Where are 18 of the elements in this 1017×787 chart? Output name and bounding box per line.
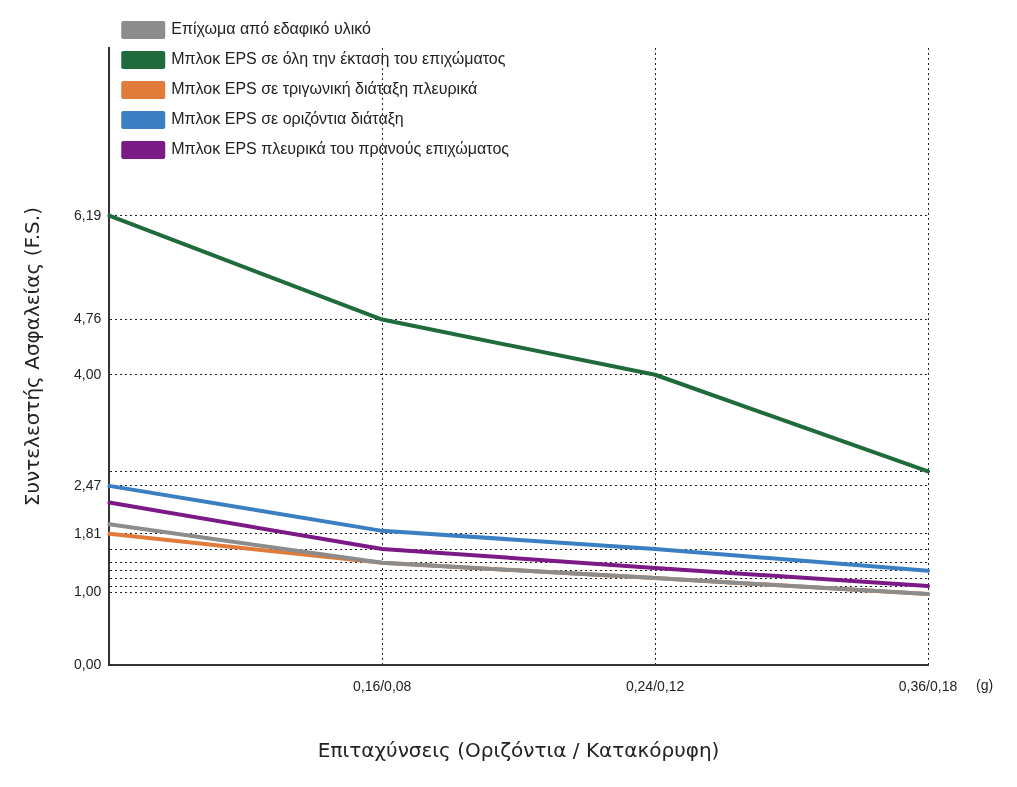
y-tick-label: 1,81	[74, 524, 102, 541]
y-tick-label: 2,47	[74, 476, 102, 493]
legend-label: Μπλοκ EPS σε τριγωνική διάταξη πλευρικά	[171, 80, 478, 99]
text: (g)	[976, 677, 994, 694]
legend-label: Μπλοκ EPS σε οριζόντια διάταξη	[171, 110, 404, 129]
y-tick-label: 4,00	[74, 365, 102, 382]
x-tick-label: 0,16/0,08	[352, 678, 412, 695]
legend-label: Μπλοκ EPS πλευρικά του πρανούς επιχώματος	[171, 140, 510, 158]
y-tick-label: 0,00	[74, 656, 102, 673]
y-tick-label: 1,00	[74, 583, 102, 600]
legend-label: Μπλοκ EPS σε όλη την έκταση του επιχώματος	[171, 50, 506, 68]
x-tick-label: 0,36/0,18	[898, 678, 958, 695]
y-tick-label: 4,76	[74, 310, 102, 327]
y-axis-title: Συντελεστής Ασφαλείας (F.S.)	[20, 207, 45, 507]
x-tick-label: 0,24/0,12	[625, 678, 685, 695]
y-tick-label: 6,19	[74, 206, 102, 223]
legend-label: Επίχωμα από εδαφικό υλικό	[171, 20, 371, 38]
x-axis-title: Επιταχύνσεις (Οριζόντια / Κατακόρυφη)	[317, 738, 720, 763]
